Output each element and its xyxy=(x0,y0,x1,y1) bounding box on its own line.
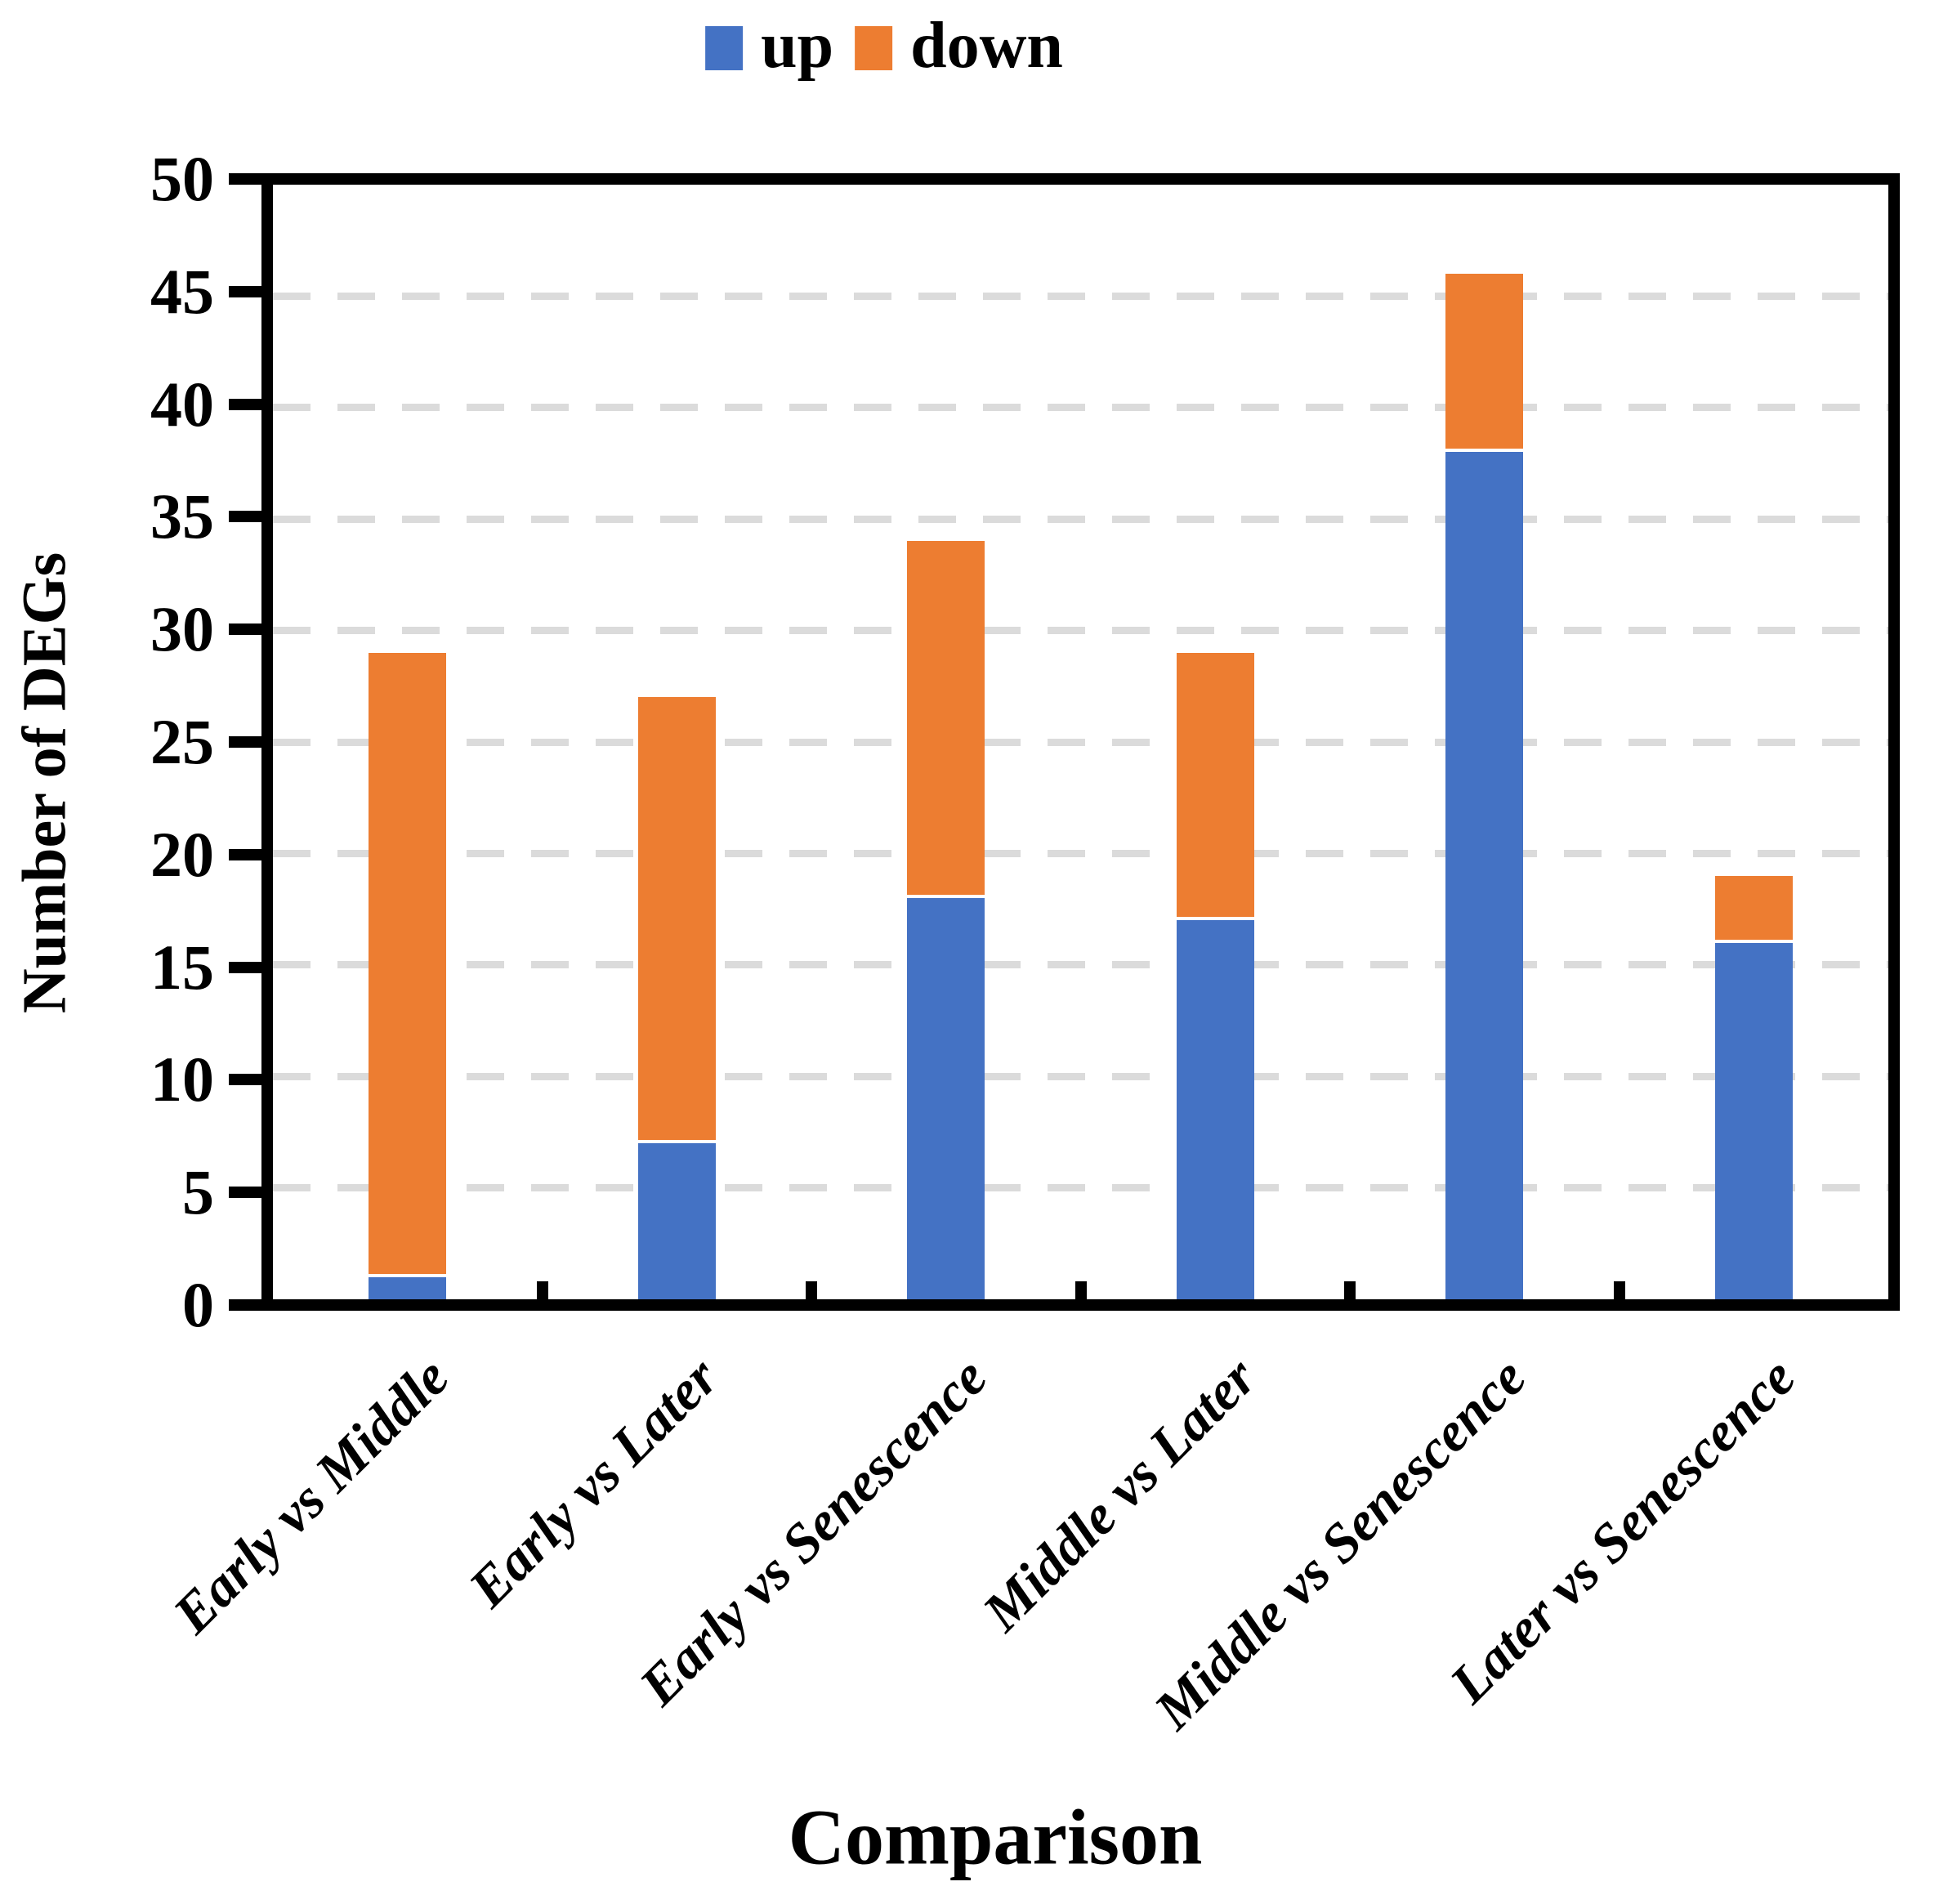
gridline-35 xyxy=(273,515,1888,523)
x-category-label-middle-vs-later: Middle vs Later xyxy=(971,1345,1268,1643)
bar-early-vs-middle xyxy=(369,652,447,1299)
x-axis-title: Comparison xyxy=(788,1793,1203,1881)
y-tick-35 xyxy=(229,511,271,523)
y-tick-label-40: 40 xyxy=(150,368,214,440)
bar-segment-down-early-vs-later xyxy=(637,697,716,1144)
x-category-label-early-vs-later: Early vs Later xyxy=(456,1345,730,1619)
gridline-25 xyxy=(273,738,1888,746)
x-boundary-tick-3 xyxy=(1074,1281,1087,1299)
y-tick-25 xyxy=(229,736,271,748)
x-boundary-tick-5 xyxy=(1613,1281,1625,1299)
y-tick-label-30: 30 xyxy=(150,593,214,665)
gridline-15 xyxy=(273,961,1888,969)
legend-label-up: up xyxy=(761,10,834,82)
y-tick-label-20: 20 xyxy=(150,818,214,890)
y-tick-label-5: 5 xyxy=(182,1156,214,1228)
y-tick-label-50: 50 xyxy=(150,143,214,214)
gridline-40 xyxy=(273,404,1888,412)
bar-segment-down-later-vs-senescence xyxy=(1714,875,1793,943)
bar-segment-down-early-vs-middle xyxy=(369,652,447,1277)
y-tick-label-0: 0 xyxy=(182,1269,214,1340)
bar-later-vs-senescence xyxy=(1714,875,1793,1299)
y-tick-label-35: 35 xyxy=(150,480,214,552)
bar-segment-up-early-vs-later xyxy=(637,1143,716,1299)
y-tick-40 xyxy=(229,398,271,410)
plot-inner xyxy=(273,185,1888,1299)
y-tick-30 xyxy=(229,623,271,636)
bar-middle-vs-later xyxy=(1176,652,1254,1299)
y-tick-50 xyxy=(229,173,271,185)
bar-middle-vs-senescence xyxy=(1445,274,1524,1299)
y-tick-label-15: 15 xyxy=(150,931,214,1003)
y-tick-20 xyxy=(229,848,271,860)
legend-label-down: down xyxy=(910,10,1063,82)
legend-item-down: down xyxy=(855,13,1063,83)
y-tick-45 xyxy=(229,285,271,297)
gridline-5 xyxy=(273,1184,1888,1192)
bar-segment-up-early-vs-senescence xyxy=(907,897,985,1299)
legend-swatch-down xyxy=(855,26,893,70)
gridline-45 xyxy=(273,292,1888,300)
legend: up down xyxy=(705,13,1063,83)
x-boundary-tick-4 xyxy=(1344,1281,1356,1299)
y-tick-label-10: 10 xyxy=(150,1044,214,1115)
y-tick-label-45: 45 xyxy=(150,255,214,327)
gridline-20 xyxy=(273,849,1888,857)
bar-segment-up-later-vs-senescence xyxy=(1714,942,1793,1299)
bar-segment-down-middle-vs-later xyxy=(1176,652,1254,921)
bar-segment-down-middle-vs-senescence xyxy=(1445,274,1524,453)
bar-segment-up-middle-vs-senescence xyxy=(1445,452,1524,1299)
x-boundary-tick-1 xyxy=(536,1281,548,1299)
bar-early-vs-senescence xyxy=(907,541,985,1299)
bar-segment-down-early-vs-senescence xyxy=(907,541,985,898)
y-tick-0 xyxy=(229,1299,271,1311)
bar-segment-up-middle-vs-later xyxy=(1176,920,1254,1299)
plot-area xyxy=(261,173,1900,1311)
y-tick-15 xyxy=(229,961,271,973)
y-tick-label-25: 25 xyxy=(150,706,214,777)
y-tick-5 xyxy=(229,1187,271,1199)
legend-item-up: up xyxy=(705,13,833,83)
gridline-30 xyxy=(273,627,1888,635)
legend-swatch-up xyxy=(705,26,744,70)
x-category-label-early-vs-middle: Early vs Middle xyxy=(160,1345,461,1645)
y-tick-10 xyxy=(229,1074,271,1086)
x-boundary-tick-2 xyxy=(806,1281,817,1299)
gridline-10 xyxy=(273,1072,1888,1080)
bar-segment-up-early-vs-middle xyxy=(369,1276,447,1299)
bar-early-vs-later xyxy=(637,697,716,1299)
